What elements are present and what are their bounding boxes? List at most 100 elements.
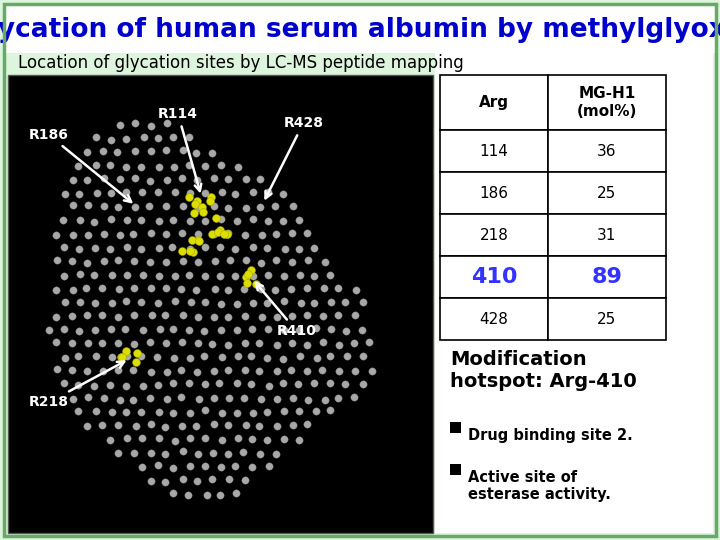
- Point: [120, 381, 132, 390]
- Point: [169, 297, 181, 306]
- Point: [122, 352, 133, 360]
- Point: [240, 312, 251, 320]
- Point: [135, 408, 147, 416]
- Point: [262, 217, 274, 225]
- Point: [104, 381, 115, 390]
- Point: [98, 201, 109, 210]
- Point: [176, 247, 187, 255]
- Point: [215, 160, 226, 169]
- Point: [153, 244, 165, 252]
- Text: MG-H1
(mol%): MG-H1 (mol%): [577, 86, 637, 119]
- Point: [215, 325, 226, 334]
- Point: [177, 201, 189, 210]
- Point: [253, 339, 265, 347]
- Text: Arg: Arg: [479, 95, 509, 110]
- Point: [215, 214, 227, 223]
- Point: [197, 207, 209, 216]
- Point: [199, 298, 211, 306]
- Point: [256, 312, 267, 321]
- Point: [192, 258, 204, 267]
- Point: [214, 379, 225, 387]
- Point: [239, 476, 251, 485]
- Point: [175, 366, 186, 374]
- Point: [160, 422, 171, 431]
- Point: [96, 284, 108, 292]
- Point: [247, 272, 258, 280]
- Point: [246, 435, 258, 444]
- Point: [168, 379, 179, 387]
- Point: [59, 354, 71, 362]
- Point: [285, 285, 297, 293]
- Point: [136, 434, 148, 442]
- Text: R186: R186: [28, 127, 131, 202]
- Point: [349, 310, 361, 319]
- Point: [199, 380, 210, 389]
- Point: [199, 462, 211, 470]
- Point: [169, 436, 181, 445]
- Point: [246, 352, 257, 360]
- Point: [81, 367, 92, 375]
- Text: 89: 89: [592, 267, 622, 287]
- Point: [192, 230, 203, 238]
- Point: [192, 204, 204, 212]
- Point: [325, 298, 337, 306]
- Point: [50, 286, 61, 294]
- Point: [130, 422, 141, 431]
- Bar: [440, 75, 548, 130]
- Point: [262, 187, 274, 196]
- Point: [152, 188, 163, 197]
- Point: [153, 434, 165, 442]
- Point: [230, 190, 241, 199]
- Point: [341, 326, 352, 335]
- Point: [287, 339, 298, 347]
- Point: [207, 475, 218, 484]
- Point: [177, 447, 189, 456]
- Point: [121, 271, 132, 280]
- Point: [91, 133, 102, 141]
- Bar: [440, 214, 548, 256]
- Point: [96, 366, 108, 375]
- Point: [167, 325, 179, 334]
- Point: [72, 161, 84, 170]
- Point: [81, 148, 93, 157]
- Point: [215, 299, 227, 308]
- Point: [168, 464, 179, 472]
- Point: [206, 148, 217, 157]
- Point: [90, 352, 102, 360]
- Point: [145, 420, 157, 429]
- Point: [136, 462, 148, 471]
- Point: [112, 256, 123, 265]
- Point: [135, 245, 147, 253]
- Point: [293, 326, 305, 334]
- Point: [287, 420, 299, 429]
- Point: [145, 121, 157, 130]
- Point: [294, 407, 305, 415]
- Point: [242, 279, 253, 287]
- Point: [51, 256, 63, 265]
- Point: [332, 394, 343, 403]
- Point: [209, 285, 220, 293]
- Point: [184, 246, 196, 255]
- Point: [120, 135, 132, 144]
- Bar: [548, 256, 666, 298]
- Point: [198, 326, 210, 335]
- Point: [135, 298, 147, 307]
- Point: [112, 202, 123, 211]
- Point: [263, 382, 274, 390]
- Point: [177, 310, 189, 319]
- Point: [261, 407, 273, 416]
- Point: [302, 366, 313, 375]
- Point: [278, 434, 289, 443]
- Bar: [548, 298, 666, 340]
- Point: [250, 280, 261, 288]
- Point: [208, 230, 220, 239]
- Point: [222, 312, 234, 321]
- Point: [206, 230, 217, 239]
- Point: [184, 188, 196, 197]
- Point: [59, 190, 71, 198]
- Point: [271, 256, 282, 265]
- Point: [89, 381, 100, 390]
- Text: R428: R428: [266, 116, 323, 198]
- Point: [271, 367, 282, 376]
- Point: [216, 409, 228, 417]
